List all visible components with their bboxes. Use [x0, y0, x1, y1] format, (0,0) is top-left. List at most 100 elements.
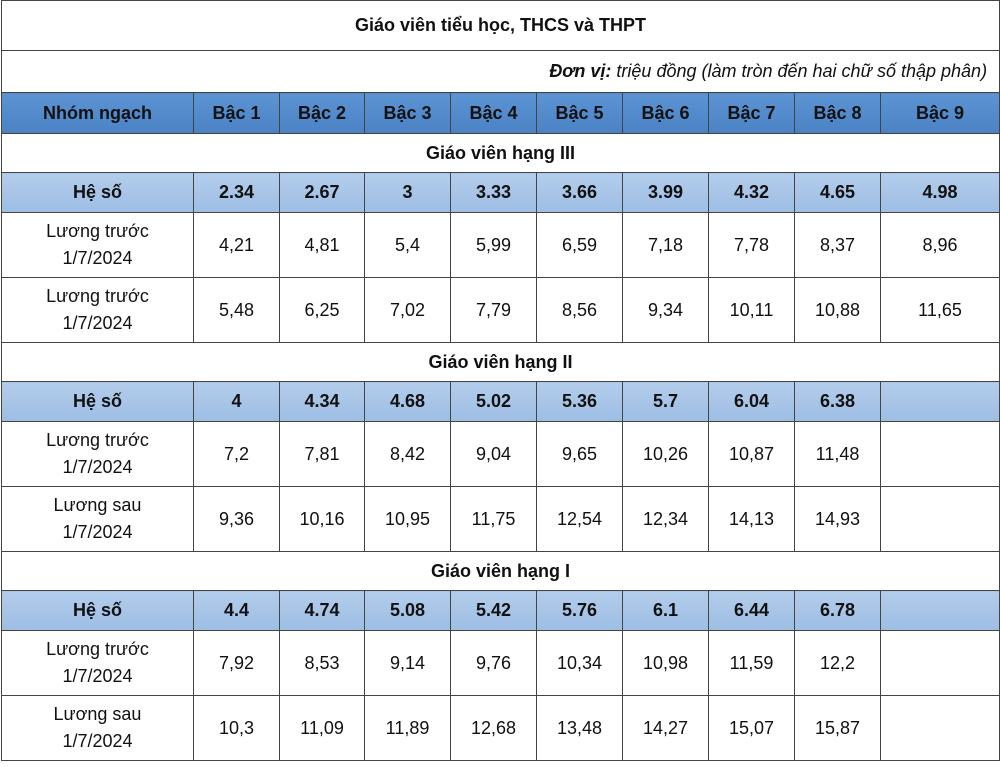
value-cell: 5.36 — [536, 381, 623, 422]
coefficient-row: Hệ số 4 4.34 4.68 5.02 5.36 5.7 6.04 6.38 — [1, 381, 1000, 422]
value-cell: 3.33 — [450, 172, 537, 213]
value-cell: 3.99 — [622, 172, 709, 213]
row-label: Hệ số — [1, 172, 194, 213]
row-label: Lương trước 1/7/2024 — [1, 212, 194, 278]
value-cell: 10,16 — [279, 486, 365, 552]
table-title: Giáo viên tiểu học, THCS và THPT — [0, 0, 1000, 51]
value-cell: 14,27 — [622, 695, 709, 761]
value-cell: 15,07 — [708, 695, 795, 761]
value-cell: 14,93 — [794, 486, 881, 552]
row-label: Lương trước 1/7/2024 — [1, 630, 194, 696]
value-cell: 9,34 — [622, 277, 709, 343]
value-cell: 5.76 — [536, 590, 623, 631]
value-cell: 4.68 — [364, 381, 451, 422]
title-row: Giáo viên tiểu học, THCS và THPT — [0, 0, 1000, 51]
row-label: Lương trước 1/7/2024 — [1, 421, 194, 487]
section-row: Giáo viên hạng I — [0, 551, 1000, 591]
value-cell: 3 — [364, 172, 451, 213]
value-cell: 5.7 — [622, 381, 709, 422]
value-cell: 10,11 — [708, 277, 795, 343]
header-cell: Bậc 7 — [708, 92, 795, 134]
header-cell: Bậc 9 — [879, 92, 1000, 134]
value-cell: 6,59 — [536, 212, 623, 278]
header-cell: Bậc 4 — [450, 92, 537, 134]
value-cell: 6.78 — [794, 590, 881, 631]
header-cell: Bậc 6 — [622, 92, 709, 134]
coefficient-row: Hệ số 2.34 2.67 3 3.33 3.66 3.99 4.32 4.65 4.98 — [1, 172, 1000, 213]
value-cell: 5,48 — [193, 277, 280, 343]
value-cell: 14,13 — [708, 486, 795, 552]
value-cell: 10,88 — [794, 277, 881, 343]
value-cell: 10,3 — [193, 695, 280, 761]
value-cell: 8,53 — [279, 630, 365, 696]
section-title: Giáo viên hạng III — [0, 133, 1000, 173]
value-cell: 4.34 — [279, 381, 365, 422]
value-cell: 5,4 — [364, 212, 451, 278]
value-cell: 7,79 — [450, 277, 537, 343]
value-cell: 3.66 — [536, 172, 623, 213]
header-cell: Nhóm ngạch — [1, 92, 194, 134]
value-cell: 13,48 — [536, 695, 623, 761]
value-cell: 11,65 — [879, 277, 1000, 343]
value-cell: 5.42 — [450, 590, 537, 631]
header-cell: Bậc 1 — [193, 92, 280, 134]
header-cell: Bậc 3 — [364, 92, 451, 134]
value-cell: 4.4 — [193, 590, 280, 631]
value-cell: 15,87 — [794, 695, 881, 761]
value-cell: 10,26 — [622, 421, 709, 487]
row-label: Hệ số — [1, 590, 194, 631]
salary-row: Lương sau 1/7/2024 10,3 11,09 11,89 12,68 13,… — [1, 695, 1000, 761]
value-cell: 2.34 — [193, 172, 280, 213]
value-cell: 10,87 — [708, 421, 795, 487]
empty-cell — [879, 590, 1000, 631]
value-cell: 4.65 — [794, 172, 881, 213]
salary-row: Lương sau 1/7/2024 9,36 10,16 10,95 11,75 12,… — [1, 486, 1000, 552]
value-cell: 2.67 — [279, 172, 365, 213]
value-cell: 4.32 — [708, 172, 795, 213]
value-cell: 11,09 — [279, 695, 365, 761]
header-cell: Bậc 5 — [536, 92, 623, 134]
value-cell: 7,02 — [364, 277, 451, 343]
value-cell: 7,92 — [193, 630, 280, 696]
value-cell: 4,81 — [279, 212, 365, 278]
value-cell: 10,95 — [364, 486, 451, 552]
value-cell: 4,21 — [193, 212, 280, 278]
empty-cell — [879, 421, 1000, 487]
value-cell: 6.38 — [794, 381, 881, 422]
value-cell: 8,37 — [794, 212, 881, 278]
salary-row: Lương trước 1/7/2024 7,92 8,53 9,14 9,76 10,3… — [1, 630, 1000, 696]
value-cell: 10,98 — [622, 630, 709, 696]
value-cell: 8,96 — [879, 212, 1000, 278]
empty-cell — [879, 630, 1000, 696]
value-cell: 7,78 — [708, 212, 795, 278]
value-cell: 9,65 — [536, 421, 623, 487]
value-cell: 7,2 — [193, 421, 280, 487]
empty-cell — [879, 486, 1000, 552]
unit-label: Đơn vị: — [549, 61, 612, 81]
value-cell: 7,81 — [279, 421, 365, 487]
value-cell: 10,34 — [536, 630, 623, 696]
section-row: Giáo viên hạng III — [0, 133, 1000, 173]
value-cell: 4 — [193, 381, 280, 422]
value-cell: 11,89 — [364, 695, 451, 761]
unit-text: triệu đồng (làm tròn đến hai chữ số thập… — [616, 61, 988, 81]
row-label: Hệ số — [1, 381, 194, 422]
value-cell: 9,14 — [364, 630, 451, 696]
header-cell: Bậc 8 — [794, 92, 881, 134]
empty-cell — [879, 695, 1000, 761]
value-cell: 6,25 — [279, 277, 365, 343]
section-title: Giáo viên hạng I — [0, 551, 1000, 591]
value-cell: 8,42 — [364, 421, 451, 487]
empty-cell — [879, 381, 1000, 422]
row-label: Lương trước 1/7/2024 — [1, 277, 194, 343]
section-title: Giáo viên hạng II — [0, 342, 1000, 382]
value-cell: 9,76 — [450, 630, 537, 696]
value-cell: 11,59 — [708, 630, 795, 696]
value-cell: 4.74 — [279, 590, 365, 631]
unit-cell: Đơn vị: triệu đồng (làm tròn đến hai chữ… — [0, 50, 1000, 93]
value-cell: 12,2 — [794, 630, 881, 696]
header-cell: Bậc 2 — [279, 92, 365, 134]
